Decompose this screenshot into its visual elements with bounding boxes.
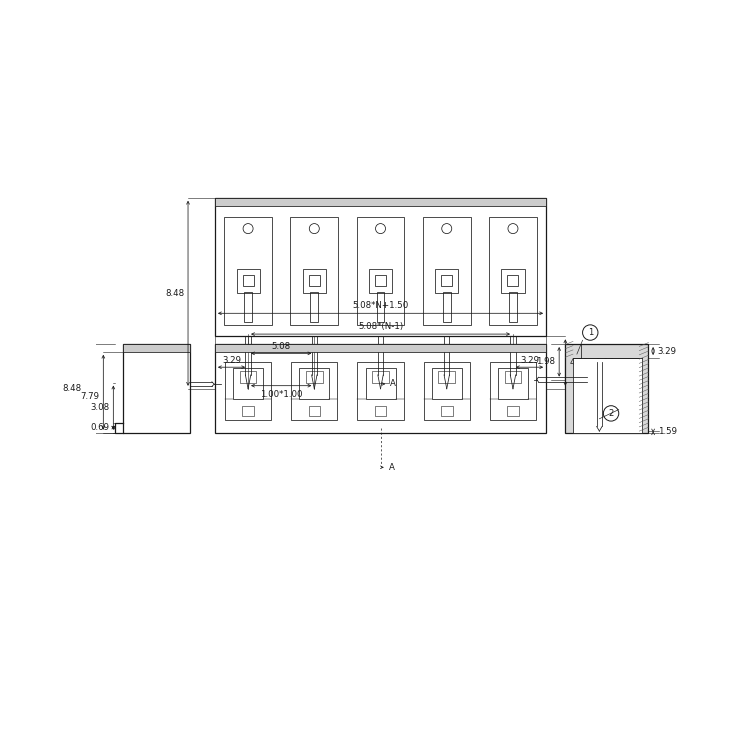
Bar <box>376 292 384 322</box>
Bar <box>215 198 546 337</box>
Bar <box>242 275 254 286</box>
Text: 2: 2 <box>608 409 613 418</box>
Text: 8.48: 8.48 <box>165 289 184 298</box>
Bar <box>573 358 642 433</box>
Bar <box>242 406 254 416</box>
Bar <box>215 344 546 433</box>
Text: 3.29: 3.29 <box>520 356 539 365</box>
Text: 8.48: 8.48 <box>63 384 82 393</box>
Bar <box>372 370 388 383</box>
Bar <box>299 368 329 399</box>
Text: A: A <box>389 463 394 472</box>
Bar <box>498 368 528 399</box>
Bar <box>236 269 260 292</box>
Bar <box>215 198 546 206</box>
Bar <box>122 344 190 433</box>
Bar <box>308 406 320 416</box>
Bar <box>509 292 517 322</box>
Bar <box>375 406 386 416</box>
Bar <box>303 269 326 292</box>
Text: 1.98: 1.98 <box>536 357 554 366</box>
Text: 5.08*N+1.50: 5.08*N+1.50 <box>352 302 409 310</box>
Bar <box>306 370 322 383</box>
Text: 1.59: 1.59 <box>658 427 676 436</box>
Bar <box>215 344 546 352</box>
Bar <box>122 344 190 352</box>
Bar <box>240 370 256 383</box>
Text: 1: 1 <box>588 328 593 337</box>
Bar <box>443 292 451 322</box>
Text: 5.08: 5.08 <box>272 342 291 351</box>
Text: 4.00±0.10: 4.00±0.10 <box>570 358 616 367</box>
Bar <box>490 362 536 419</box>
Bar <box>309 275 320 286</box>
Bar <box>375 275 386 286</box>
Bar <box>424 362 470 419</box>
Bar <box>423 217 470 325</box>
Text: 1.00*1.00: 1.00*1.00 <box>260 389 302 398</box>
Bar <box>365 368 395 399</box>
Bar <box>441 275 452 286</box>
Bar <box>233 368 263 399</box>
Bar <box>505 370 521 383</box>
Bar <box>357 217 404 325</box>
Bar <box>508 275 518 286</box>
Bar <box>291 362 338 419</box>
Text: 3.29: 3.29 <box>222 356 241 365</box>
Bar <box>369 269 392 292</box>
Text: 0.69: 0.69 <box>91 423 110 432</box>
Bar <box>566 344 649 433</box>
Bar <box>432 368 462 399</box>
Bar <box>489 217 537 325</box>
Bar <box>225 362 272 419</box>
Bar <box>310 292 318 322</box>
Bar <box>224 217 272 325</box>
Bar <box>435 269 458 292</box>
Bar <box>244 292 252 322</box>
Bar <box>441 406 452 416</box>
Bar <box>290 217 338 325</box>
Bar <box>502 269 524 292</box>
Bar <box>439 370 455 383</box>
Text: 3.08: 3.08 <box>90 404 110 412</box>
Text: A: A <box>390 380 396 388</box>
Text: 3.29: 3.29 <box>658 346 676 355</box>
Bar <box>507 406 519 416</box>
Bar <box>358 362 404 419</box>
Text: 7.79: 7.79 <box>80 392 100 400</box>
Text: 5.08*(N-1): 5.08*(N-1) <box>358 322 403 331</box>
